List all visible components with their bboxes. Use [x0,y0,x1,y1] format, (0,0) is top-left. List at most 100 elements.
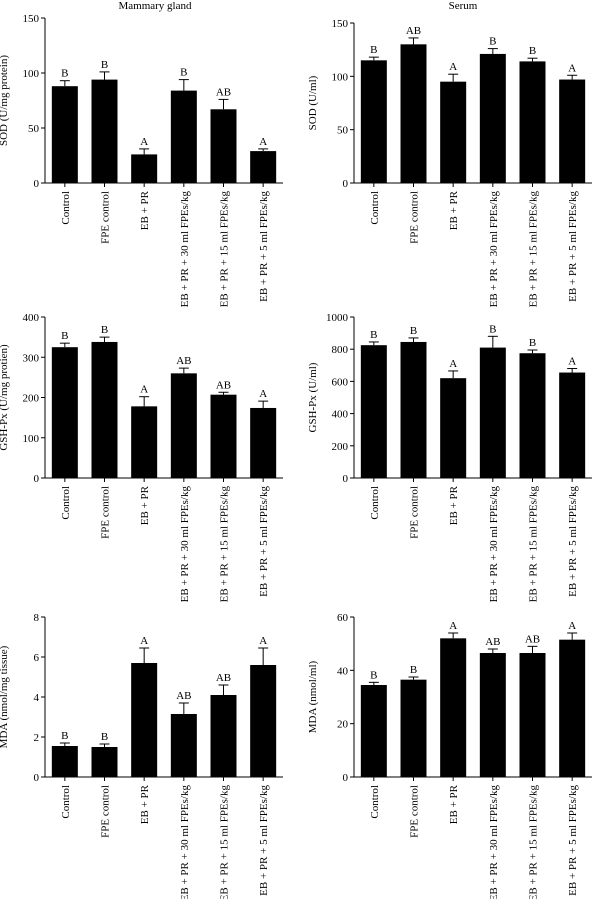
bar [519,61,546,183]
significance-letter: AB [216,379,231,391]
y-tick-label: 0 [343,772,349,784]
significance-letter: A [568,620,576,632]
x-tick-label: EB + PR + 5 ml FPEs/kg [258,191,270,302]
significance-letter: B [61,68,68,80]
y-axis-label: GSH-Px (U/ml) [307,362,319,432]
y-tick-label: 100 [332,71,349,83]
x-tick-label: EB + PR + 5 ml FPEs/kg [567,785,579,896]
x-tick-label: EB + PR [448,485,460,525]
bar [210,394,237,478]
bar [250,151,277,183]
bar [440,638,467,777]
bar [170,90,197,183]
bar [131,406,158,478]
x-tick-label: EB + PR + 5 ml FPEs/kg [258,486,270,597]
significance-letter: B [529,337,536,349]
y-tick-label: 50 [28,123,40,135]
y-tick-label: 0 [343,473,349,485]
significance-letter: B [370,669,377,681]
x-tick-label: FPE control [100,785,112,838]
significance-letter: B [370,329,377,341]
significance-letter: A [259,136,267,148]
x-tick-label: EB + PR + 30 ml FPEs/kg [488,785,500,899]
significance-letter: A [568,356,576,368]
bar [519,353,546,478]
y-axis-label: SOD (U/ml) [307,75,319,130]
x-tick-label: Control [369,785,381,819]
bar [170,714,197,777]
significance-letter: B [410,664,417,676]
bar [400,679,427,777]
significance-letter: B [61,730,68,742]
x-tick-label: EB + PR + 15 ml FPEs/kg [219,191,231,308]
significance-letter: AB [525,633,540,645]
y-tick-label: 300 [23,352,40,364]
x-tick-label: Control [369,486,381,520]
x-tick-label: EB + PR [139,190,151,230]
y-tick-label: 200 [23,393,40,405]
y-tick-label: 6 [34,652,40,664]
column-title-mammary: Mammary gland [118,0,192,12]
y-tick-label: 150 [23,13,40,25]
x-tick-label: EB + PR + 30 ml FPEs/kg [488,191,500,308]
bar [400,44,427,184]
bar [559,372,586,478]
x-tick-label: Control [60,486,72,520]
y-tick-label: 0 [34,178,40,190]
significance-letter: AB [485,636,500,648]
bar [479,653,506,777]
significance-letter: B [370,44,377,56]
bar [250,407,277,478]
bar [519,653,546,777]
significance-letter: A [140,635,148,647]
y-tick-label: 4 [34,692,40,704]
bar [360,345,387,478]
x-tick-label: Control [60,785,72,819]
bar [559,639,586,777]
significance-letter: B [101,59,108,71]
y-tick-label: 8 [34,612,40,624]
significance-letter: A [259,635,267,647]
x-tick-label: FPE control [100,486,112,539]
y-tick-label: 200 [332,441,349,453]
significance-letter: AB [176,355,191,367]
significance-letter: AB [216,672,231,684]
significance-letter: A [449,61,457,73]
significance-letter: B [489,36,496,48]
significance-letter: B [489,323,496,335]
x-tick-label: EB + PR [448,190,460,230]
significance-letter: A [568,62,576,74]
column-title-serum: Serum [448,0,478,12]
significance-letter: AB [216,86,231,98]
y-tick-label: 150 [332,18,349,30]
x-tick-label: EB + PR + 30 ml FPEs/kg [179,191,191,308]
bar [91,747,118,777]
x-tick-label: EB + PR + 5 ml FPEs/kg [567,191,579,302]
y-tick-label: 40 [337,665,349,677]
significance-letter: A [449,358,457,370]
bar [360,685,387,777]
x-tick-label: EB + PR [139,784,151,824]
y-tick-label: 400 [23,312,40,324]
y-tick-label: 60 [337,612,349,624]
bar [170,373,197,478]
x-tick-label: FPE control [100,191,112,244]
bar [131,663,158,777]
x-tick-label: EB + PR + 5 ml FPEs/kg [567,486,579,597]
x-tick-label: FPE control [409,486,421,539]
x-tick-label: Control [369,191,381,225]
x-tick-label: EB + PR + 15 ml FPEs/kg [528,486,540,603]
y-tick-label: 1000 [326,312,349,324]
bar [440,378,467,478]
y-tick-label: 0 [34,473,40,485]
significance-letter: B [101,731,108,743]
x-tick-label: EB + PR + 15 ml FPEs/kg [219,486,231,603]
significance-letter: A [449,620,457,632]
significance-letter: AB [176,690,191,702]
y-tick-label: 100 [23,68,40,80]
y-axis-label: SOD (U/mg protein) [0,55,10,146]
significance-letter: B [180,67,187,79]
bar [440,81,467,183]
x-tick-label: EB + PR [139,485,151,525]
